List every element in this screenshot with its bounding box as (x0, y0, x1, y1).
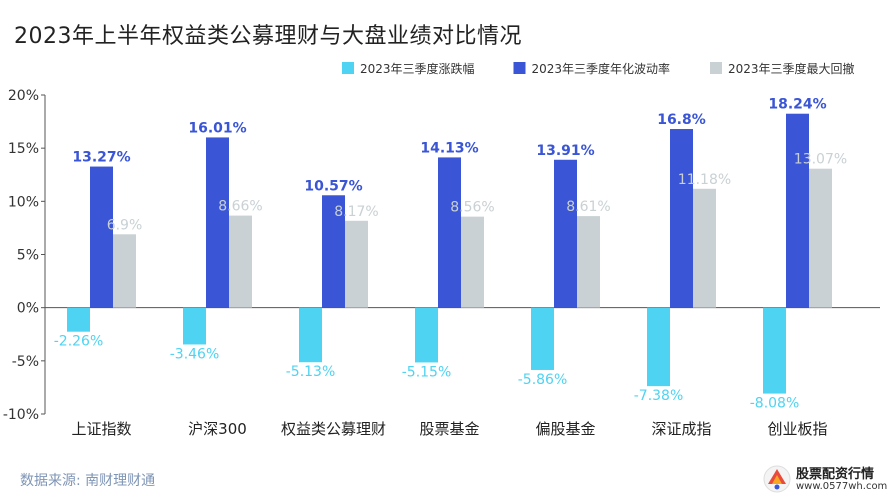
x-axis: 上证指数 沪深300 权益类公募理财 股票基金 偏股基金 深证成指 创业板指 (71, 420, 827, 438)
x-tick-label: 股票基金 (419, 420, 479, 438)
y-tick-label: 5% (17, 248, 39, 264)
data-label: -5.13% (286, 364, 336, 380)
bar-1 (647, 307, 670, 387)
bar-2 (786, 113, 809, 308)
y-tick-label: 0% (17, 301, 39, 317)
data-label: 16.01% (188, 120, 246, 136)
data-label: 8.17% (334, 204, 378, 220)
y-tick-label: -5% (12, 354, 39, 370)
data-label: -3.46% (170, 346, 220, 362)
data-label: -8.08% (750, 396, 800, 412)
bar-1 (531, 307, 554, 370)
legend-label: 2023年三季度年化波动率 (532, 61, 671, 76)
y-tick-label: 10% (8, 194, 39, 210)
y-tick-label: 15% (8, 141, 39, 157)
data-label: 14.13% (420, 140, 478, 156)
legend: 2023年三季度涨跌幅 2023年三季度年化波动率 2023年三季度最大回撤 (342, 61, 855, 76)
chart-title: 2023年上半年权益类公募理财与大盘业绩对比情况 (14, 24, 522, 49)
bar-3 (345, 220, 368, 308)
bar-3 (461, 216, 484, 308)
logo-name: 股票配资行情 (796, 467, 875, 482)
bar-3 (577, 216, 600, 308)
data-label: 16.8% (657, 112, 706, 128)
bar-3 (113, 234, 136, 308)
bar-2 (322, 195, 345, 308)
data-label: -7.38% (634, 388, 684, 404)
data-label: 8.56% (450, 200, 494, 216)
x-tick-label: 创业板指 (767, 420, 827, 438)
x-tick-label: 沪深300 (188, 420, 247, 438)
data-label: -5.86% (518, 372, 568, 388)
data-label: 13.07% (794, 152, 847, 168)
data-label: 18.24% (768, 97, 826, 113)
bar-2 (554, 159, 577, 308)
data-label: 6.9% (107, 217, 143, 233)
data-label: -2.26% (54, 334, 104, 350)
bar-3 (229, 215, 252, 308)
source-note: 数据来源: 南财理财通 (20, 473, 156, 489)
legend-swatch (513, 62, 526, 74)
x-tick-label: 上证指数 (71, 420, 131, 438)
bar-1 (299, 307, 322, 363)
bar-2 (90, 166, 113, 308)
bar-1 (183, 307, 206, 345)
legend-label: 2023年三季度最大回撤 (728, 61, 855, 76)
bar-1 (67, 307, 90, 332)
data-label: 8.66% (218, 199, 262, 215)
data-label: 10.57% (304, 178, 362, 194)
bar-1 (763, 307, 786, 394)
bar-1 (415, 307, 438, 363)
bar-2 (206, 137, 229, 308)
legend-label: 2023年三季度涨跌幅 (360, 61, 475, 76)
bar-2 (670, 129, 693, 308)
x-tick-label: 深证成指 (651, 420, 711, 438)
data-label: 11.18% (678, 172, 731, 188)
bar-2 (438, 157, 461, 308)
data-labels: -2.26% 13.27% 6.9% -3.46% 16.01% 8.66% -5.13% 1… (54, 97, 847, 412)
logo-url: www.0577wh.com (796, 481, 888, 492)
legend-swatch (710, 62, 722, 74)
logo-icon (763, 465, 791, 493)
bar-3 (693, 188, 716, 308)
data-label: 13.27% (72, 150, 130, 166)
x-tick-label: 权益类公募理财 (281, 420, 386, 438)
bar-3 (809, 168, 832, 308)
data-label: 8.61% (566, 199, 610, 215)
watermark-logo: 股票配资行情 www.0577wh.com (760, 462, 888, 496)
y-tick-label: 20% (8, 88, 39, 104)
bars (67, 113, 832, 394)
x-tick-label: 偏股基金 (535, 420, 595, 438)
data-label: -5.15% (402, 364, 452, 380)
y-tick-label: -10% (3, 407, 39, 423)
legend-swatch (342, 62, 354, 74)
data-label: 13.91% (536, 143, 594, 159)
